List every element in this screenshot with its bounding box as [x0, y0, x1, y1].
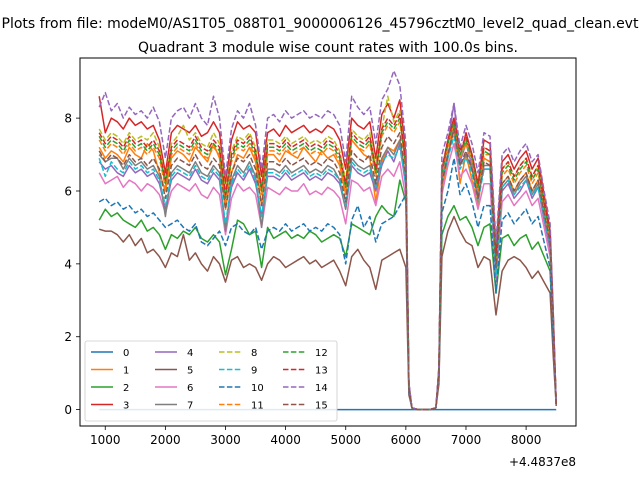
x-tick-label: 3000 [210, 433, 241, 447]
series-line-8 [98, 95, 557, 411]
series-line-10 [98, 157, 557, 411]
x-axis: 1000 2000 3000 4000 5000 6000 7000 8000 [90, 426, 541, 447]
y-axis: 0 2 4 6 8 [64, 112, 80, 417]
y-tick-label: 2 [64, 330, 72, 344]
legend-label-4: 4 [187, 348, 193, 359]
x-tick-label: 1000 [90, 433, 121, 447]
legend-box [84, 340, 338, 422]
legend-label-3: 3 [123, 401, 129, 412]
series-layer [98, 70, 557, 411]
x-tick-label: 5000 [330, 433, 361, 447]
legend-label-6: 6 [187, 383, 193, 394]
legend-label-10: 10 [251, 383, 264, 394]
x-tick-label: 7000 [451, 433, 482, 447]
x-axis-offset-label: +4.4837e8 [509, 455, 576, 469]
x-tick-label: 4000 [270, 433, 301, 447]
chart-title: Quadrant 3 module wise count rates with … [138, 40, 518, 56]
y-tick-label: 8 [64, 112, 72, 126]
series-line-13 [98, 113, 557, 411]
x-tick-label: 8000 [511, 433, 542, 447]
series-line-6 [98, 142, 557, 411]
legend-label-15: 15 [315, 401, 328, 412]
x-tick-label: 2000 [150, 433, 181, 447]
legend-label-2: 2 [123, 383, 129, 394]
legend-label-7: 7 [187, 401, 193, 412]
series-line-9 [98, 135, 557, 411]
y-tick-label: 4 [64, 257, 72, 271]
plot-frame [79, 57, 577, 427]
series-line-14 [98, 70, 557, 411]
series-line-5 [98, 215, 557, 411]
x-tick-label: 6000 [391, 433, 422, 447]
legend-label-12: 12 [315, 348, 328, 359]
legend-label-0: 0 [123, 348, 129, 359]
legend-label-11: 11 [251, 401, 264, 412]
legend-label-13: 13 [315, 366, 328, 377]
series-line-3 [98, 96, 557, 411]
series-line-2 [98, 179, 557, 411]
series-line-15 [98, 128, 557, 411]
y-tick-label: 6 [64, 184, 72, 198]
legend-label-9: 9 [251, 366, 257, 377]
figure-suptitle: Plots from file: modeM0/AS1T05_088T01_90… [2, 16, 639, 32]
legend-label-1: 1 [123, 366, 129, 377]
y-tick-label: 0 [64, 403, 72, 417]
legend-label-8: 8 [251, 348, 257, 359]
legend-label-5: 5 [187, 366, 193, 377]
legend-label-14: 14 [315, 383, 328, 394]
